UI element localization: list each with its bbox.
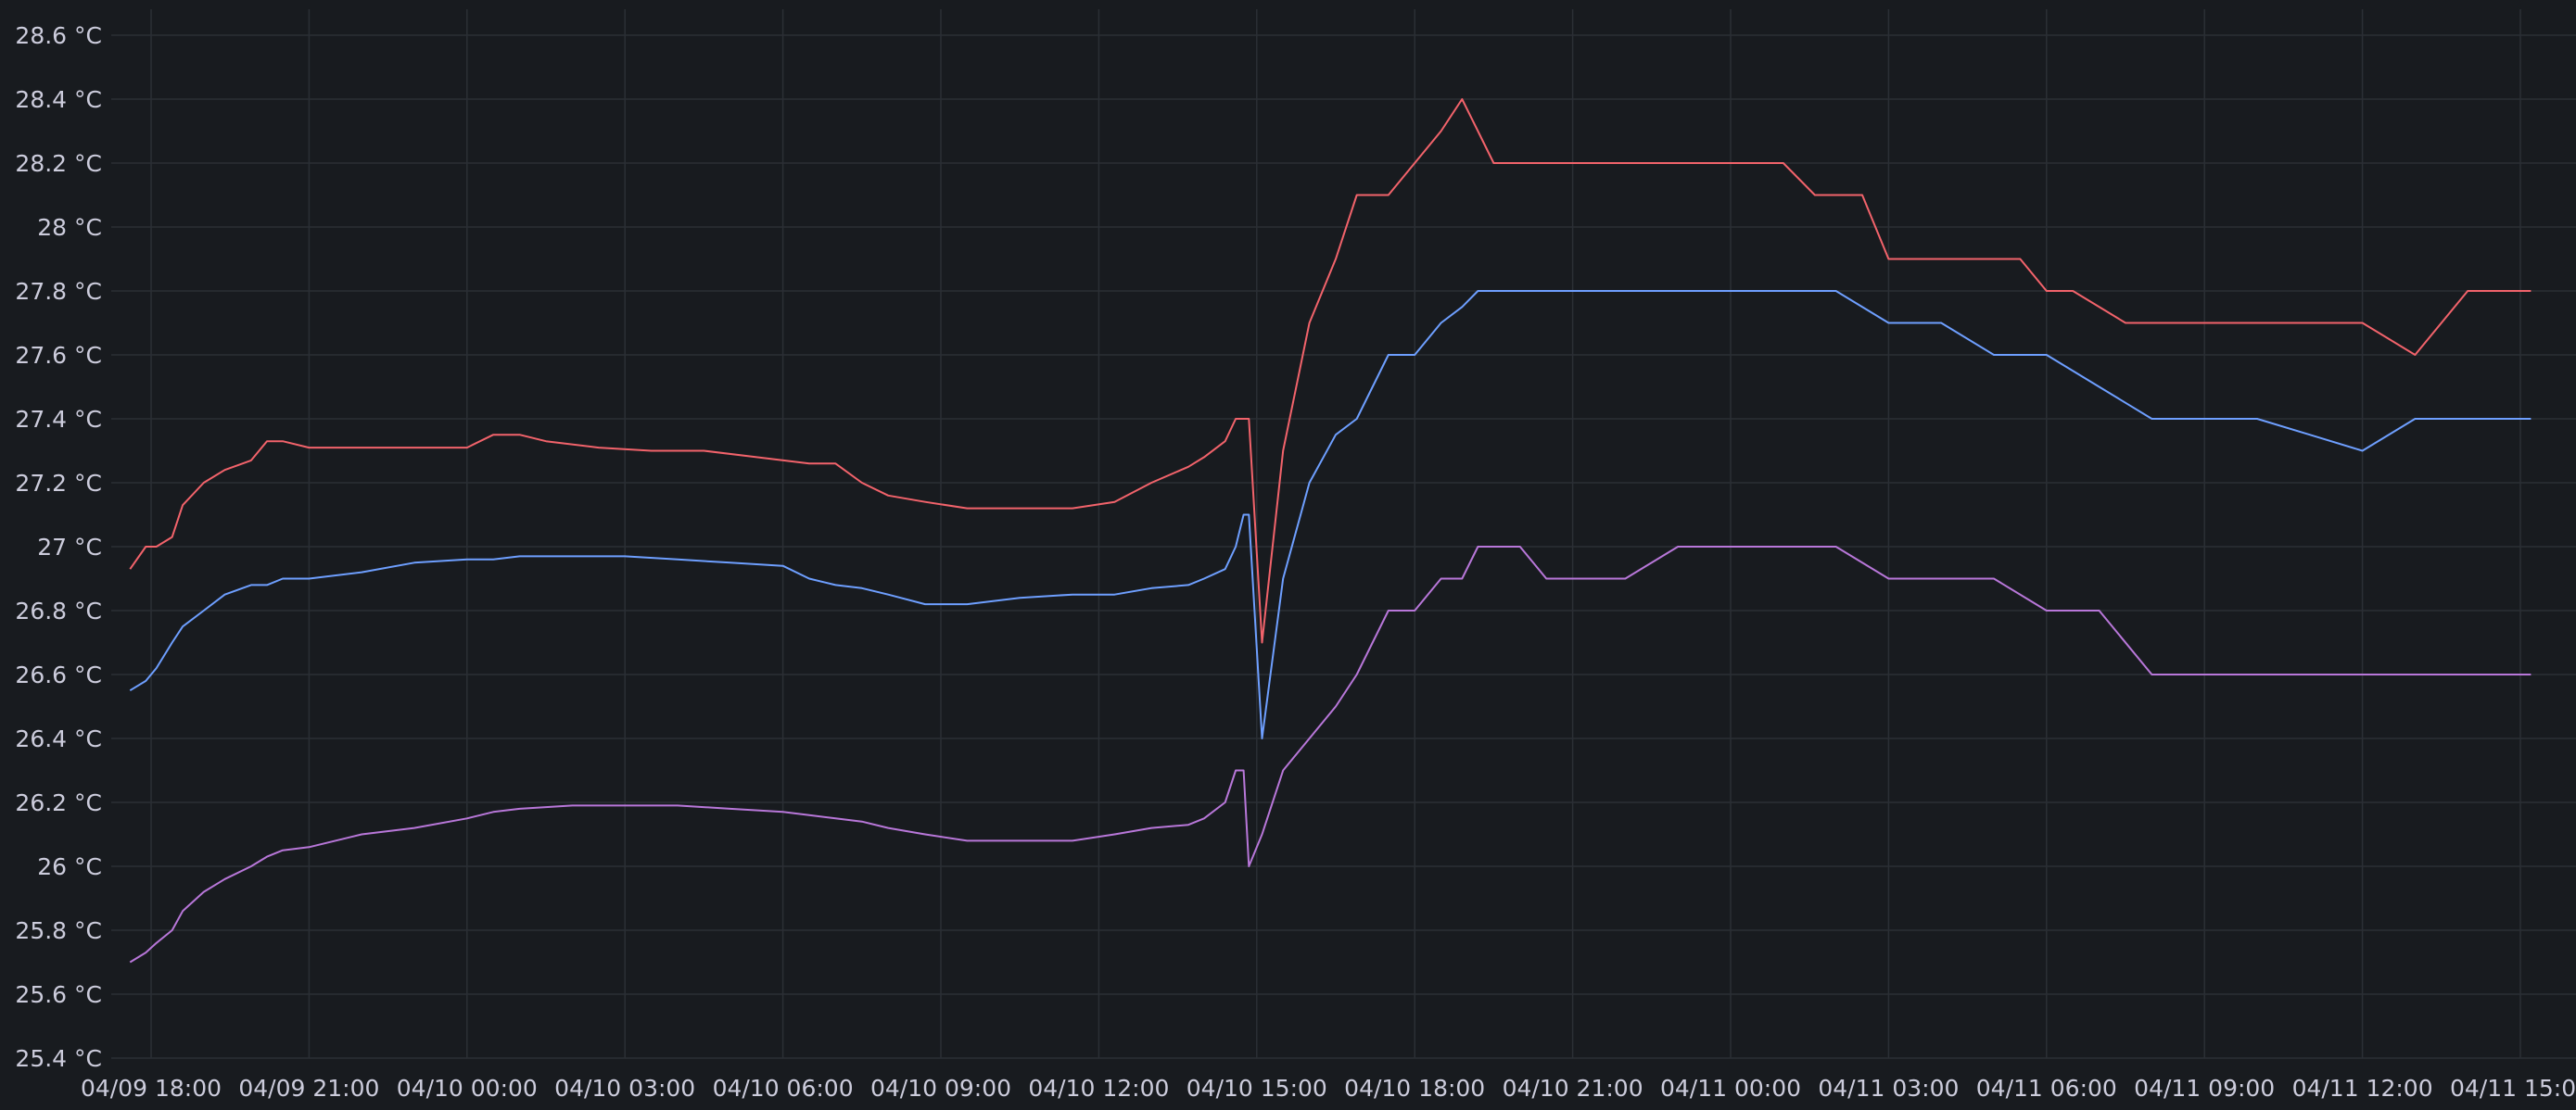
x-tick-label: 04/10 21:00 [1503,1075,1643,1102]
y-tick-label: 26.6 °C [15,662,102,688]
series-line-1 [129,98,2532,644]
x-tick-label: 04/11 09:00 [2134,1075,2275,1102]
y-tick-label: 26.2 °C [15,789,102,816]
series-line-2 [129,290,2532,739]
x-tick-label: 04/11 03:00 [1818,1075,1959,1102]
x-tick-label: 04/11 06:00 [1976,1075,2117,1102]
x-tick-label: 04/10 03:00 [554,1075,695,1102]
x-tick-label: 04/09 18:00 [81,1075,222,1102]
x-tick-label: 04/10 00:00 [397,1075,538,1102]
y-tick-label: 25.8 °C [15,917,102,944]
x-tick-label: 04/10 09:00 [870,1075,1011,1102]
grid [111,9,2576,1059]
y-tick-label: 27.2 °C [15,470,102,497]
series-lines [129,98,2532,964]
x-tick-label: 04/10 06:00 [713,1075,854,1102]
y-tick-label: 25.4 °C [15,1045,102,1072]
x-axis: 04/09 18:00 04/09 21:00 04/10 00:00 04/10 0… [81,1075,2576,1102]
y-tick-label: 25.6 °C [15,981,102,1008]
y-tick-label: 28.4 °C [15,86,102,113]
y-tick-label: 27.8 °C [15,278,102,305]
y-axis: 25.4 °C 25.6 °C 25.8 °C 26 °C 26.2 °C 26.4 °C… [15,22,102,1072]
x-tick-label: 04/10 18:00 [1344,1075,1485,1102]
y-tick-label: 27 °C [37,534,102,561]
y-tick-label: 28.2 °C [15,150,102,177]
y-tick-label: 26.4 °C [15,725,102,752]
x-tick-label: 04/11 00:00 [1660,1075,1801,1102]
y-tick-label: 28.6 °C [15,22,102,49]
x-tick-label: 04/09 21:00 [238,1075,379,1102]
y-tick-label: 27.4 °C [15,406,102,433]
x-tick-label: 04/11 15:00 [2450,1075,2576,1102]
y-tick-label: 26.8 °C [15,598,102,624]
series-line-3 [129,546,2532,964]
y-tick-label: 27.6 °C [15,342,102,369]
x-tick-label: 04/11 12:00 [2292,1075,2433,1102]
y-tick-label: 28 °C [37,214,102,241]
x-tick-label: 04/10 12:00 [1028,1075,1169,1102]
x-tick-label: 04/10 15:00 [1186,1075,1327,1102]
y-tick-label: 26 °C [37,853,102,880]
